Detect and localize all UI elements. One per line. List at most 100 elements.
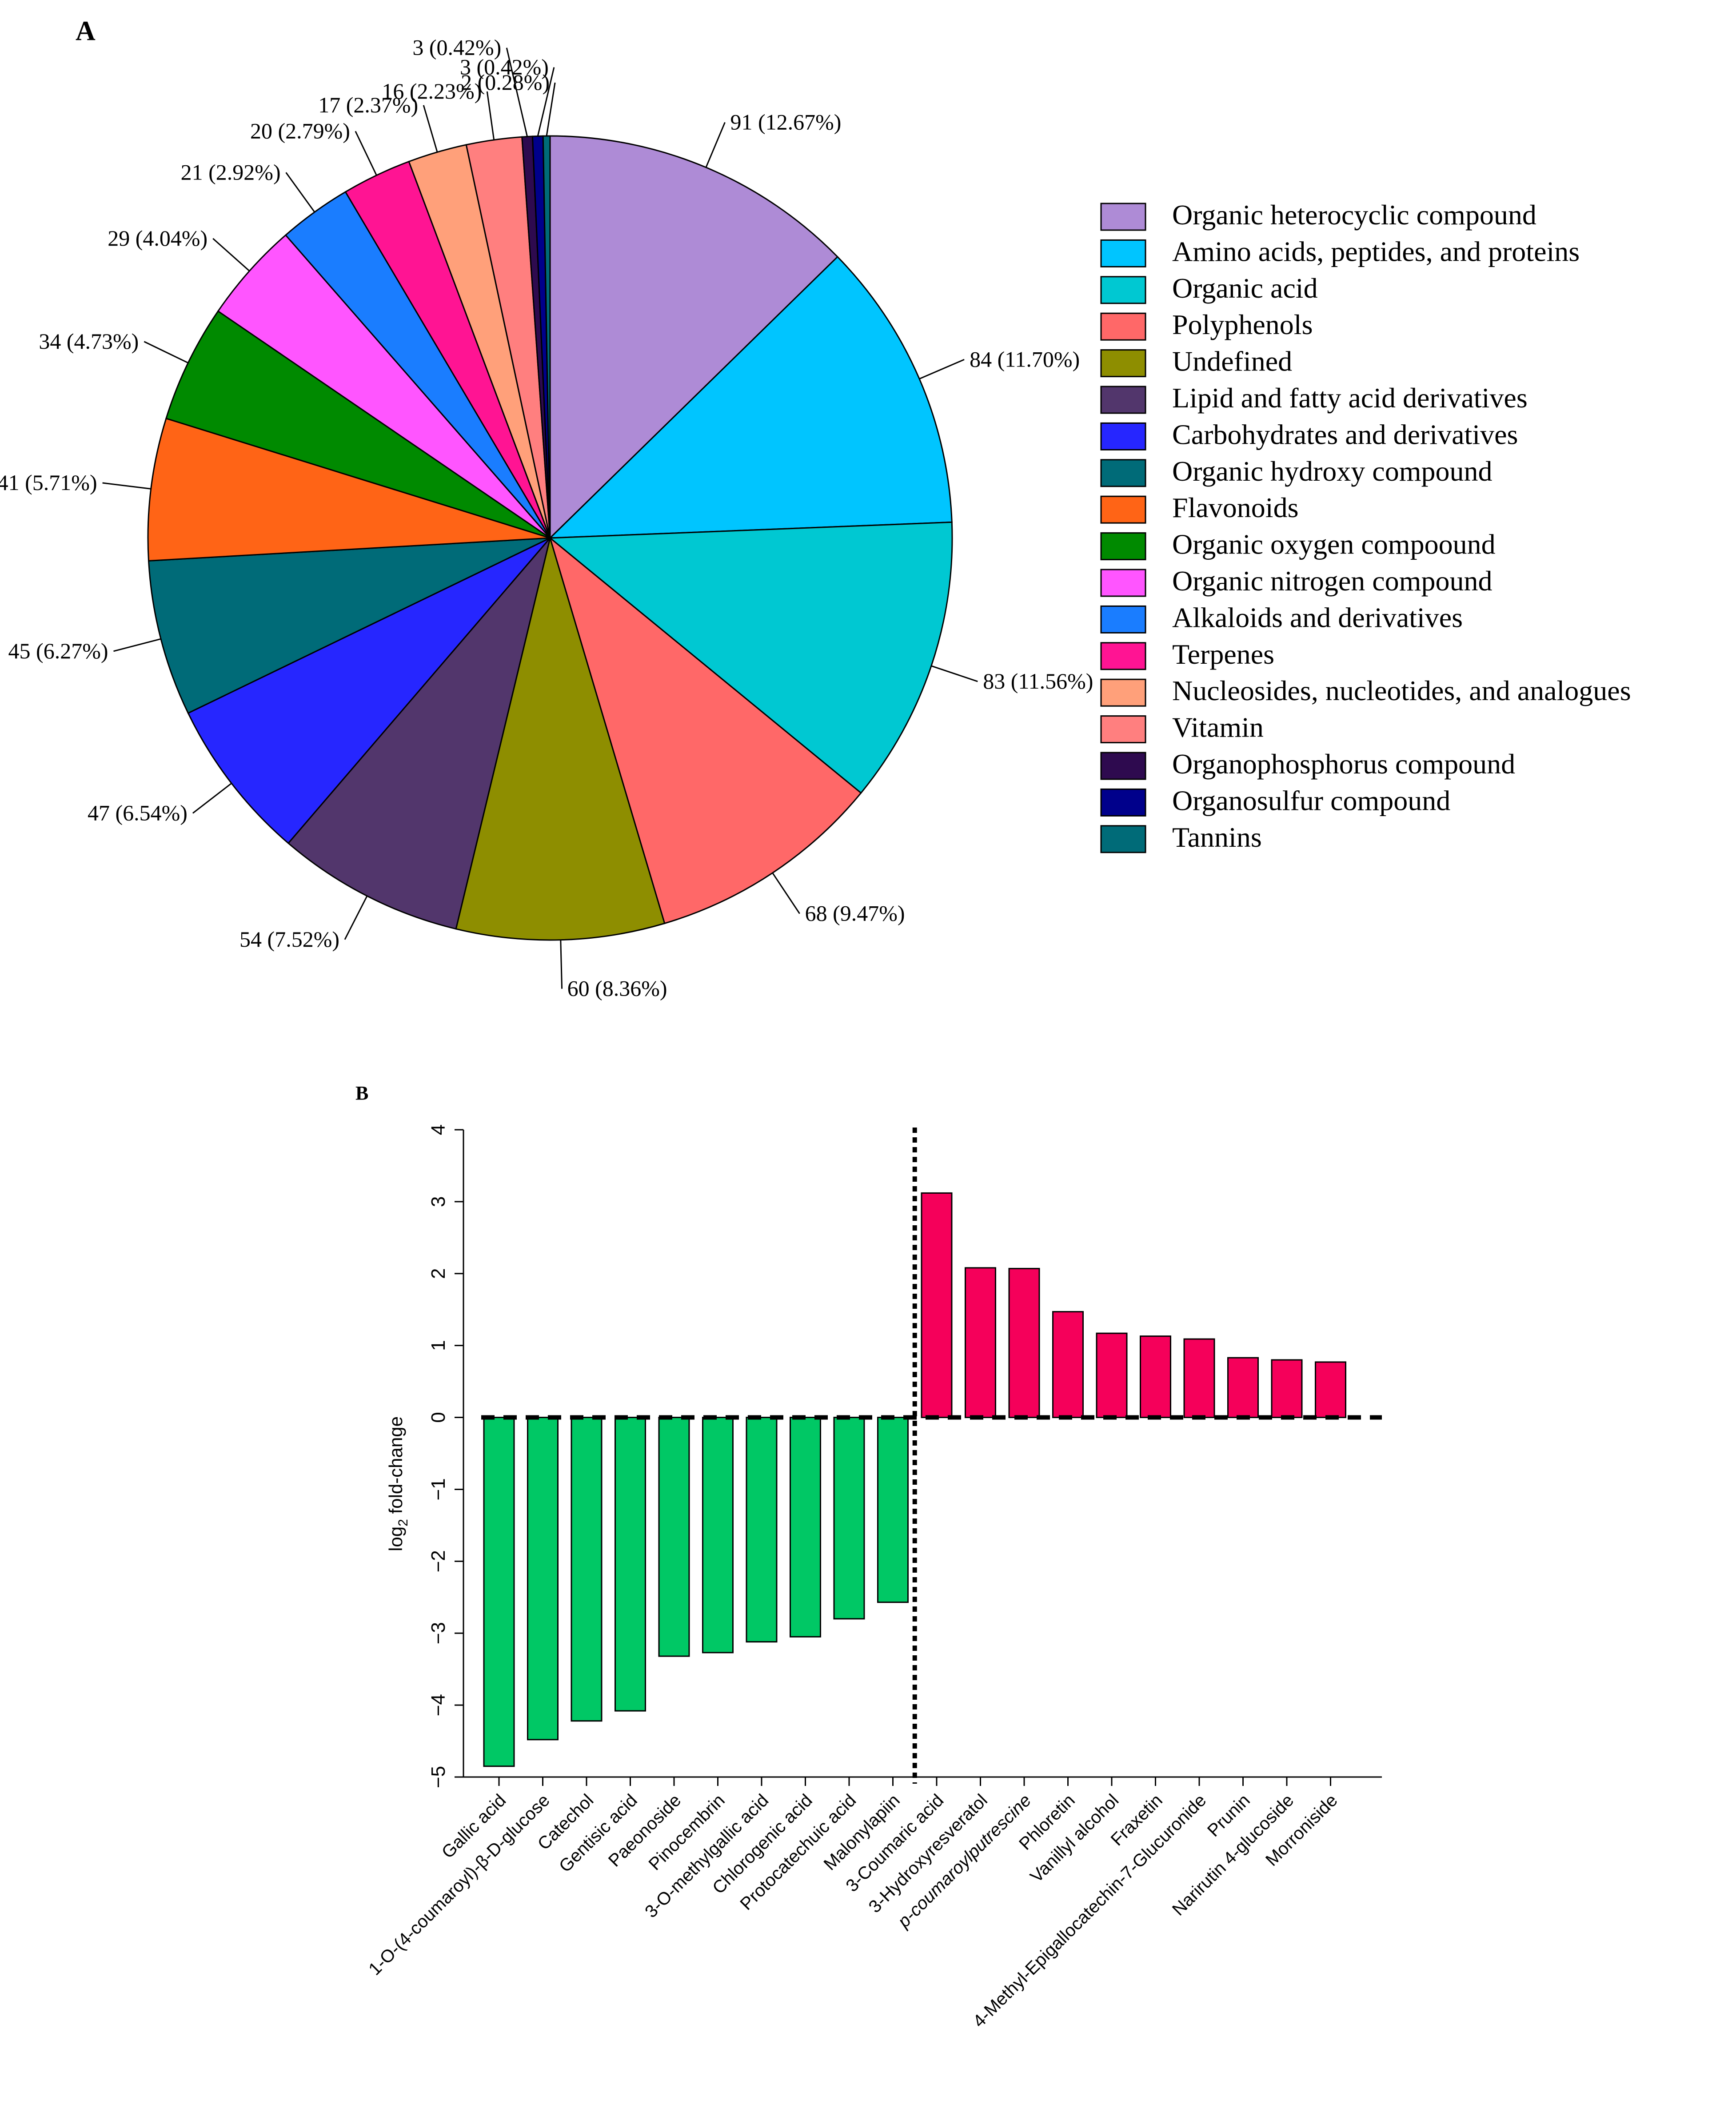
legend-swatch bbox=[1100, 312, 1146, 341]
legend-label: Flavonoids bbox=[1172, 492, 1298, 523]
legend-label: Organic heterocyclic compound bbox=[1172, 199, 1536, 231]
bar bbox=[790, 1417, 821, 1638]
bar bbox=[1227, 1357, 1259, 1419]
pie-leader-line bbox=[931, 665, 978, 682]
pie-leader-line bbox=[285, 172, 315, 213]
pie-value-label: 3 (0.42%) bbox=[460, 55, 549, 80]
legend-label: Organic oxygen compoound bbox=[1172, 529, 1496, 560]
pie-slice bbox=[548, 521, 953, 794]
pie-leader-line bbox=[560, 940, 563, 989]
legend: Organic heterocyclic compound Amino acids… bbox=[1100, 199, 1631, 853]
pie-leader-line bbox=[772, 873, 800, 914]
pie-leader-line bbox=[537, 67, 555, 136]
bar bbox=[1052, 1311, 1084, 1419]
bar bbox=[702, 1417, 734, 1654]
bar bbox=[877, 1417, 909, 1603]
pie-leader-line bbox=[506, 48, 528, 137]
legend-label: Undefined bbox=[1172, 346, 1292, 377]
pie-slice bbox=[549, 536, 862, 924]
bar bbox=[746, 1417, 778, 1643]
pie-leader-line bbox=[144, 341, 189, 364]
y-axis: 4 3 2 1 0 −1 −2 −3 −4 −5 bbox=[427, 1124, 464, 1788]
bar bbox=[658, 1417, 690, 1657]
pie-value-label: 47 (6.54%) bbox=[88, 800, 188, 825]
pie-leader-line bbox=[102, 482, 151, 490]
legend-swatch bbox=[1100, 569, 1146, 597]
legend-label: Organophosphorus compound bbox=[1172, 748, 1515, 780]
pie-value-label: 29 (4.04%) bbox=[108, 226, 208, 251]
pie-leader-line bbox=[423, 105, 438, 152]
y-tick-label: −5 bbox=[427, 1766, 449, 1788]
pie-value-label: 54 (7.52%) bbox=[239, 927, 339, 952]
legend-swatch bbox=[1100, 825, 1146, 853]
legend-label: Organic acid bbox=[1172, 272, 1318, 304]
y-axis-label: log2 fold-change bbox=[385, 1416, 411, 1551]
pie-slice bbox=[455, 535, 666, 941]
x-axis: Gallic acid1-O-(4-coumaroyl)-β-D-glucose… bbox=[365, 1776, 1382, 2031]
bar bbox=[483, 1417, 515, 1767]
pie-labels: 91 (12.67%) 84 (11.70%) 83 (11.56%) 68 (9.4… bbox=[0, 35, 1093, 1001]
bar bbox=[965, 1267, 996, 1419]
pie-value-label: 83 (11.56%) bbox=[983, 669, 1093, 693]
pie-slice bbox=[548, 255, 953, 539]
legend-label: Alkaloids and derivatives bbox=[1172, 602, 1463, 633]
pie-leader-line bbox=[355, 131, 377, 176]
legend-swatch bbox=[1100, 788, 1146, 817]
pie-slice bbox=[165, 310, 551, 539]
pie-slice bbox=[549, 135, 839, 540]
bar bbox=[1008, 1267, 1040, 1419]
legend-label: Tannins bbox=[1172, 821, 1262, 853]
y-tick-label: 4 bbox=[427, 1124, 449, 1135]
legend-swatch bbox=[1100, 422, 1146, 450]
legend-swatch bbox=[1100, 715, 1146, 744]
y-tick-label: 0 bbox=[427, 1412, 449, 1423]
bar bbox=[1315, 1361, 1346, 1419]
reference-lines bbox=[481, 1128, 1382, 1784]
legend-label: Polyphenols bbox=[1172, 309, 1313, 340]
pie-leader-line bbox=[344, 896, 368, 940]
y-tick-label: −4 bbox=[427, 1694, 449, 1716]
y-tick-label: −1 bbox=[427, 1478, 449, 1500]
pie-leader-line bbox=[192, 783, 232, 814]
pie-value-label: 21 (2.92%) bbox=[181, 159, 281, 184]
y-tick-label: 2 bbox=[427, 1268, 449, 1279]
legend-swatch bbox=[1100, 605, 1146, 634]
bar-chart-panel: B 4 3 2 1 0 −1 −2 −3 −4 −5 log2 fold-change Galli… bbox=[355, 1082, 1382, 2031]
legend-label: Organic nitrogen compound bbox=[1172, 565, 1492, 597]
legend-swatch bbox=[1100, 203, 1146, 231]
pie-value-label: 16 (2.23%) bbox=[382, 79, 482, 104]
legend-label: Nucleosides, nucleotides, and analogues bbox=[1172, 675, 1631, 706]
pie-value-label: 17 (2.37%) bbox=[318, 92, 418, 117]
pie-value-label: 84 (11.70%) bbox=[970, 347, 1080, 371]
pie-leader-line bbox=[113, 638, 161, 652]
x-tick-label: Pinocembrin bbox=[645, 1790, 729, 1874]
pie-leader-line bbox=[546, 82, 556, 136]
pie-value-label: 34 (4.73%) bbox=[39, 329, 139, 354]
legend-swatch bbox=[1100, 532, 1146, 561]
pie-leader-line bbox=[919, 359, 965, 380]
y-tick-label: 3 bbox=[427, 1196, 449, 1207]
y-tick-label: 1 bbox=[427, 1340, 449, 1351]
panel-a-label: A bbox=[76, 16, 96, 46]
bar bbox=[921, 1192, 953, 1419]
y-tick-label: −2 bbox=[427, 1550, 449, 1572]
bar bbox=[571, 1417, 603, 1722]
legend-swatch bbox=[1100, 276, 1146, 304]
pie-value-label: 91 (12.67%) bbox=[730, 109, 842, 134]
legend-label: Amino acids, peptides, and proteins bbox=[1172, 235, 1580, 267]
pie-leader-line bbox=[486, 91, 495, 140]
legend-swatch bbox=[1100, 642, 1146, 670]
bar bbox=[1140, 1335, 1171, 1419]
legend-swatch bbox=[1100, 495, 1146, 524]
bar bbox=[1183, 1338, 1215, 1419]
pie-value-label: 45 (6.27%) bbox=[8, 638, 108, 663]
pie-leader-line bbox=[705, 122, 726, 168]
pie-value-label: 41 (5.71%) bbox=[0, 470, 97, 495]
pie-value-label: 60 (8.36%) bbox=[567, 976, 667, 1001]
pie-slices bbox=[147, 135, 953, 941]
pie-slice bbox=[147, 418, 551, 562]
legend-label: Organosulfur compound bbox=[1172, 785, 1450, 816]
pie-value-label: 3 (0.42%) bbox=[412, 35, 501, 60]
legend-swatch bbox=[1100, 386, 1146, 414]
